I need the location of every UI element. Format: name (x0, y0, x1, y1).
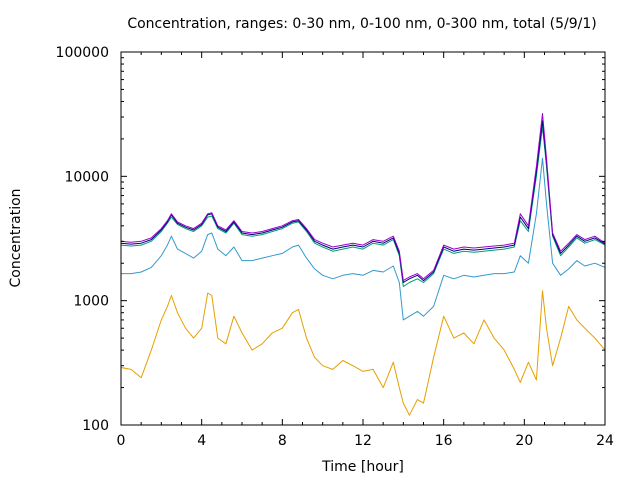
series-line-3 (121, 157, 606, 321)
x-tick-label: 8 (278, 433, 287, 449)
chart-title: Concentration, ranges: 0-30 nm, 0-100 nm… (127, 16, 596, 32)
x-tick-label: 20 (515, 433, 533, 449)
y-tick-label: 100 (82, 418, 109, 434)
series-line-0 (120, 113, 606, 282)
y-tick-label: 10000 (64, 169, 109, 185)
y-axis: 100 1000 10000 100000 (56, 45, 605, 434)
x-tick-label: 24 (596, 433, 614, 449)
x-tick-label: 4 (197, 433, 206, 449)
x-tick-label: 12 (354, 433, 372, 449)
series-layer (120, 113, 606, 416)
y-tick-label: 100000 (56, 45, 109, 61)
x-tick-label: 0 (117, 433, 126, 449)
x-tick-label: 16 (435, 433, 453, 449)
series-line-2 (120, 126, 606, 287)
y-axis-label: Concentration (8, 188, 24, 287)
x-axis: 0 4 8 12 16 20 24 (117, 52, 614, 449)
y-tick-label: 1000 (73, 294, 109, 310)
series-line-4 (120, 290, 606, 416)
x-axis-label: Time [hour] (321, 459, 404, 475)
